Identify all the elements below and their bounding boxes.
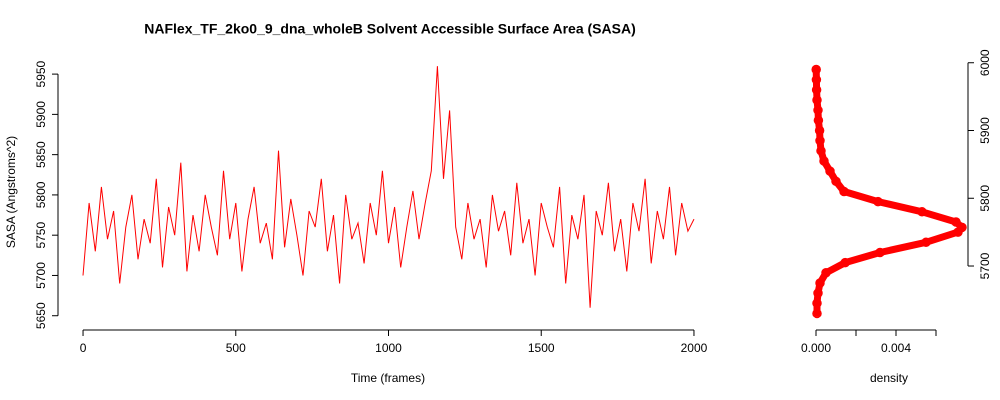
density-point: [815, 135, 825, 146]
y-tick-label: 5700: [978, 252, 992, 279]
density-point: [831, 176, 841, 187]
density-point: [816, 146, 826, 156]
density-point: [821, 268, 831, 278]
density-point: [951, 217, 961, 227]
y-tick-label: 5900: [34, 101, 48, 128]
density-point: [814, 125, 825, 136]
density-point: [811, 64, 821, 75]
x-tick-label: 0.004: [881, 341, 911, 355]
x-tick-label: 0.000: [801, 341, 831, 355]
y-tick-label: 5950: [34, 60, 48, 87]
density-point: [811, 85, 822, 95]
density-point: [840, 257, 850, 268]
density-point: [812, 95, 822, 105]
density-point: [917, 207, 927, 217]
x-axis-label: Time (frames): [351, 371, 425, 385]
x-tick-label: 0: [80, 341, 87, 355]
chart-title: NAFlex_TF_2ko0_9_dna_wholeB Solvent Acce…: [144, 21, 635, 37]
y-tick-label: 5900: [978, 117, 992, 144]
density-point: [812, 298, 822, 309]
density-point: [813, 115, 824, 126]
density-point: [839, 186, 849, 197]
density-curve: [812, 66, 966, 317]
density-point: [811, 74, 822, 85]
y-axis-label: SASA (Angstroms^2): [4, 136, 18, 248]
x-axis-label: density: [870, 371, 908, 385]
density-point: [813, 288, 823, 298]
density-point: [813, 105, 823, 115]
x-tick-label: 1500: [528, 341, 555, 355]
x-tick-label: 1000: [375, 341, 402, 355]
y-tick-label: 5800: [34, 181, 48, 208]
density-point: [815, 278, 825, 288]
density-point: [875, 247, 885, 258]
x-tick-label: 2000: [681, 341, 708, 355]
y-tick-label: 5850: [34, 141, 48, 168]
density-point: [825, 166, 835, 176]
density-point: [957, 222, 967, 233]
density-point: [819, 156, 829, 166]
density-point: [873, 196, 883, 207]
density-point: [812, 308, 822, 319]
y-tick-label: 5650: [34, 302, 48, 329]
data-line: [82, 66, 695, 308]
y-tick-label: 6000: [978, 49, 992, 76]
x-tick-label: 500: [226, 341, 246, 355]
y-tick-label: 5800: [978, 185, 992, 212]
density-point: [921, 237, 931, 248]
y-tick-label: 5700: [34, 262, 48, 289]
y-tick-label: 5750: [34, 222, 48, 249]
